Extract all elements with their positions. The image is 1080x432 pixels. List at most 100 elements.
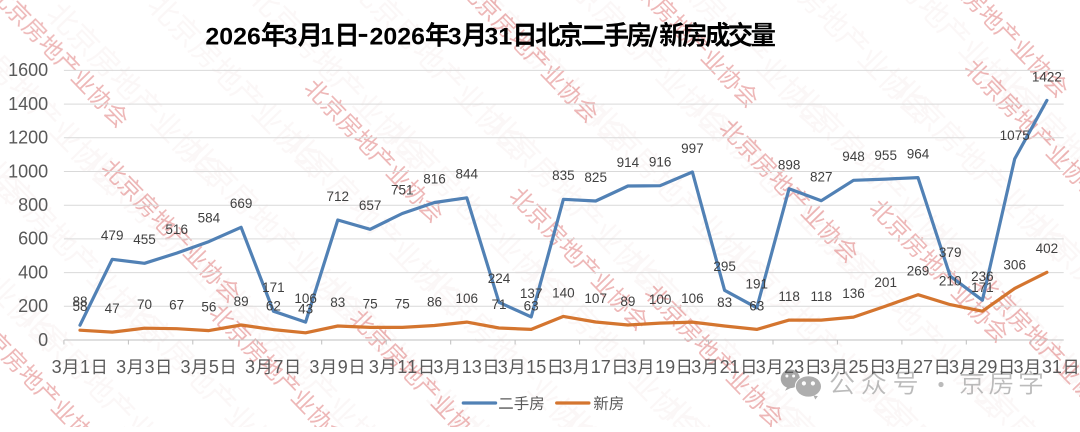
svg-text:964: 964 [907,147,930,162]
svg-text:2: 2 [720,357,730,377]
svg-text:9: 9 [987,357,997,377]
svg-text:1422: 1422 [1032,69,1062,84]
svg-text:7: 7 [923,357,933,377]
svg-text:224: 224 [488,271,511,286]
svg-text:0: 0 [383,24,397,50]
svg-text:2: 2 [397,24,411,50]
svg-text:88: 88 [72,294,87,309]
svg-text:1: 1 [397,357,407,377]
svg-text:3: 3 [756,357,766,377]
svg-text:106: 106 [456,291,479,306]
svg-text:1400: 1400 [8,94,48,114]
svg-text:7: 7 [601,357,611,377]
svg-text:62: 62 [266,299,281,314]
svg-text:916: 916 [649,155,672,170]
svg-text:516: 516 [165,222,188,237]
svg-text:844: 844 [456,167,479,182]
svg-text:295: 295 [713,259,736,274]
svg-text:0: 0 [38,330,48,350]
svg-text:137: 137 [520,286,543,301]
svg-text:3: 3 [472,357,482,377]
svg-text:269: 269 [907,264,930,279]
svg-text:191: 191 [746,277,769,292]
svg-text:669: 669 [230,196,253,211]
svg-text:6: 6 [411,24,425,50]
svg-text:898: 898 [778,158,801,173]
svg-text:3: 3 [498,357,508,377]
svg-text:2: 2 [370,24,384,50]
svg-text:107: 107 [584,291,607,306]
svg-text:236: 236 [971,269,994,284]
svg-text:3: 3 [245,357,255,377]
svg-text:7: 7 [273,357,283,377]
svg-text:1: 1 [1052,357,1062,377]
svg-text:835: 835 [552,168,575,183]
svg-text:1: 1 [526,357,536,377]
svg-text:712: 712 [327,189,350,204]
svg-text:3: 3 [885,357,895,377]
svg-text:827: 827 [810,170,833,185]
svg-text:1: 1 [730,357,740,377]
svg-text:2: 2 [913,357,923,377]
svg-text:136: 136 [842,286,865,301]
svg-text:3: 3 [145,357,155,377]
svg-text:58: 58 [72,299,87,314]
svg-text:1: 1 [591,357,601,377]
svg-text:455: 455 [133,232,156,247]
svg-text:584: 584 [198,211,221,226]
svg-text:2: 2 [784,357,794,377]
svg-text:3: 3 [448,24,462,50]
svg-text:3: 3 [116,357,126,377]
svg-text:1200: 1200 [8,128,48,148]
svg-text:201: 201 [874,275,897,290]
svg-text:63: 63 [749,298,764,313]
svg-text:210: 210 [939,274,962,289]
svg-text:3: 3 [949,357,959,377]
svg-text:86: 86 [427,294,442,309]
svg-text:118: 118 [778,289,800,304]
svg-text:751: 751 [391,182,414,197]
svg-text:83: 83 [717,295,732,310]
svg-text:71: 71 [491,297,506,312]
svg-text:3: 3 [691,357,701,377]
svg-text:118: 118 [811,289,833,304]
svg-text:3: 3 [1042,357,1052,377]
svg-text:1: 1 [655,357,665,377]
svg-text:914: 914 [617,155,640,170]
svg-text:1: 1 [80,357,90,377]
svg-text:3: 3 [627,357,637,377]
svg-text:657: 657 [359,198,382,213]
svg-text:948: 948 [842,149,865,164]
svg-text:106: 106 [681,291,704,306]
svg-text:106: 106 [294,291,317,306]
svg-text:825: 825 [584,170,607,185]
svg-text:3: 3 [309,357,319,377]
svg-text:89: 89 [234,294,249,309]
svg-text:3: 3 [433,357,443,377]
svg-text:171: 171 [262,280,285,295]
svg-text:3: 3 [284,24,298,50]
svg-text:75: 75 [395,296,410,311]
svg-text:997: 997 [681,141,704,156]
svg-text:83: 83 [330,295,345,310]
svg-text:56: 56 [201,300,216,315]
svg-text:3: 3 [562,357,572,377]
svg-text:1000: 1000 [8,161,48,181]
svg-text:955: 955 [874,148,897,163]
svg-text:2026: 2026 [205,24,260,50]
svg-text:9: 9 [338,357,348,377]
svg-text:1600: 1600 [8,60,48,80]
svg-text:2: 2 [849,357,859,377]
svg-text:3: 3 [181,357,191,377]
svg-text:140: 140 [552,285,575,300]
svg-text:67: 67 [169,298,184,313]
svg-text:3: 3 [52,357,62,377]
svg-text:379: 379 [939,245,962,260]
svg-text:5: 5 [859,357,869,377]
svg-text:63: 63 [524,298,539,313]
svg-text:5: 5 [536,357,546,377]
svg-text:89: 89 [620,294,635,309]
svg-text:3: 3 [820,357,830,377]
svg-text:800: 800 [18,195,48,215]
svg-text:600: 600 [18,229,48,249]
